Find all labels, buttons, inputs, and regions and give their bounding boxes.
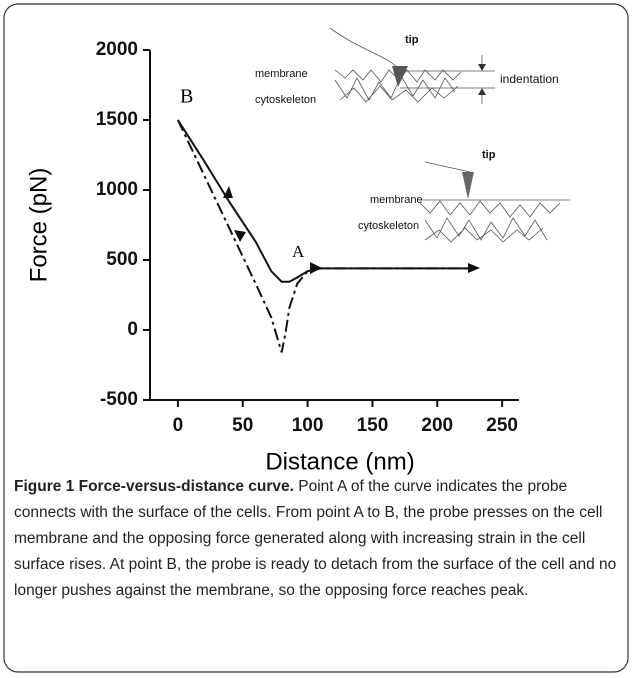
y-axis-label: Force (pN): [25, 168, 52, 283]
x-tick-label: 250: [486, 415, 518, 436]
y-tick-label: 2000: [96, 39, 138, 60]
arrowhead: [223, 186, 233, 198]
x-tick-label: 50: [232, 415, 253, 436]
arrowhead: [478, 88, 486, 95]
x-tick-label: 100: [292, 415, 324, 436]
annotation: A: [292, 242, 305, 261]
x-tick-label: 150: [357, 415, 389, 436]
tip-icon: [392, 66, 408, 87]
inset-bottom: [419, 161, 570, 243]
annotation: membrane: [370, 194, 423, 206]
y-tick-label: 0: [127, 319, 138, 340]
annotation: membrane: [255, 68, 308, 80]
y-tick-label: 1500: [96, 109, 138, 130]
y-tick-label: 1000: [96, 179, 138, 200]
caption-text: Point A of the curve indicates the probe…: [14, 478, 617, 599]
curve: [177, 119, 477, 283]
x-tick-label: 0: [173, 415, 184, 436]
y-tick-label: 500: [106, 249, 138, 270]
annotation: cytoskeleton: [255, 94, 316, 106]
caption-title: Figure 1 Force-versus-distance curve.: [14, 478, 294, 495]
annotation: cytoskeleton: [358, 220, 419, 232]
annotation: tip: [482, 149, 496, 161]
annotation: indentation: [500, 72, 559, 86]
annotation: B: [180, 86, 193, 108]
caption: Figure 1 Force-versus-distance curve. Po…: [14, 474, 618, 604]
x-tick-label: 200: [421, 415, 453, 436]
annotation: tip: [405, 34, 419, 46]
x-axis-label: Distance (nm): [265, 448, 414, 475]
arrowhead: [234, 230, 246, 242]
tip-icon: [462, 172, 474, 199]
y-tick-label: -500: [100, 389, 138, 410]
arrowhead: [478, 64, 486, 71]
curve: [176, 119, 477, 353]
figure-border: [3, 3, 629, 673]
